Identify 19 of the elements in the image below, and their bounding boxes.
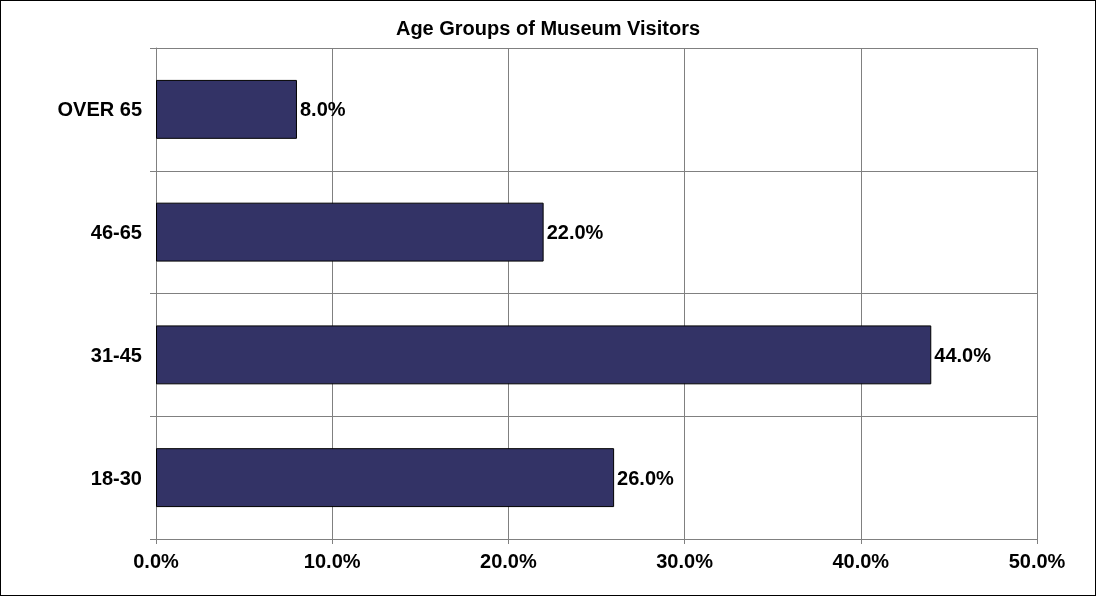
x-tick-label: 50.0% [1008, 550, 1066, 572]
x-tick-label: 30.0% [656, 550, 714, 572]
data-label: 8.0% [299, 98, 346, 121]
bar [156, 448, 615, 508]
x-tick-label: 0.0% [133, 550, 180, 572]
bar [156, 79, 297, 139]
chart-title: Age Groups of Museum Visitors [395, 17, 701, 39]
data-label: 22.0% [546, 221, 604, 244]
x-tick-label: 20.0% [480, 550, 537, 572]
y-tick-label: OVER 65 [57, 98, 142, 121]
x-tick-label: 40.0% [832, 550, 890, 572]
y-tick-label: 18-30 [90, 466, 142, 489]
x-tick-label: 10.0% [303, 550, 361, 572]
data-label: 44.0% [934, 343, 992, 366]
y-tick-label: 46-65 [90, 221, 142, 244]
y-tick-label: 31-45 [90, 343, 142, 366]
bar [156, 202, 544, 262]
bar [156, 325, 932, 385]
data-label: 26.0% [617, 466, 675, 489]
